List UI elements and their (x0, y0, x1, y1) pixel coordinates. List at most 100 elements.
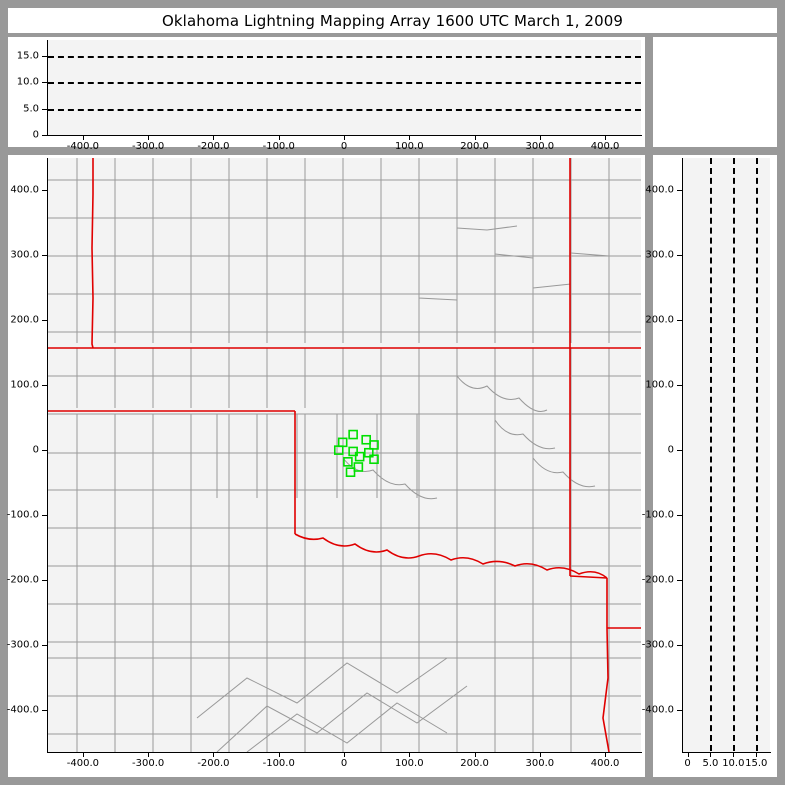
right-y-tick (677, 255, 682, 257)
map-y-tick (42, 644, 47, 646)
lma-source-markers (333, 429, 379, 478)
top-x-tick-label: 100.0 (394, 141, 424, 152)
top-y-axis-line (47, 40, 48, 136)
right-y-tick-label: -100.0 (641, 509, 674, 521)
map-y-tick (42, 320, 47, 322)
right-x-tick (687, 752, 689, 757)
map-x-tick (539, 752, 541, 757)
right-y-tick (677, 579, 682, 581)
page-title: Oklahoma Lightning Mapping Array 1600 UT… (161, 11, 623, 30)
right-y-tick-label: 400.0 (645, 184, 674, 196)
right-x-tick-label: 15.0 (745, 758, 768, 769)
map-x-tick (148, 752, 150, 757)
lma-source-marker (364, 447, 374, 458)
top-x-tick (278, 135, 280, 140)
map-y-tick (42, 579, 47, 581)
lma-source-marker (361, 434, 371, 445)
top-plot-area (47, 40, 641, 135)
right-y-tick (677, 320, 682, 322)
right-y-tick (677, 709, 682, 711)
right-y-tick-label: 100.0 (645, 379, 674, 391)
right-x-tick-label: 0 (684, 758, 691, 769)
right-plot-area (682, 158, 770, 752)
top-x-tick-label: -300.0 (132, 141, 165, 152)
blank-corner-panel (653, 37, 777, 147)
right-y-tick (677, 190, 682, 192)
top-y-tick-label: 15.0 (16, 50, 39, 62)
map-y-tick (42, 515, 47, 517)
top-y-tick-label: 10.0 (16, 76, 39, 88)
top-x-tick (148, 135, 150, 140)
panel-plan-view-map[interactable]: -400.0 -300.0 -200.0 -100.0 0 100.0 200.0 300.0… (6, 155, 645, 777)
lma-source-marker (354, 451, 365, 462)
top-x-tick-label: 300.0 (525, 141, 555, 152)
lma-source-marker (343, 457, 353, 467)
top-y-tick (42, 55, 47, 57)
map-x-tick-label: -100.0 (262, 758, 295, 769)
right-y-tick-label: -400.0 (641, 704, 674, 716)
map-plot-area[interactable] (47, 158, 641, 752)
top-x-tick (474, 135, 476, 140)
lma-source-marker (369, 454, 379, 465)
map-x-tick (82, 752, 84, 757)
top-x-tick (213, 135, 215, 140)
right-y-tick (677, 515, 682, 517)
top-gridline (48, 82, 641, 85)
map-x-tick-label: 400.0 (590, 758, 620, 769)
map-y-tick-label: 200.0 (10, 314, 39, 326)
map-y-tick-label: -100.0 (6, 509, 39, 521)
top-x-tick (539, 135, 541, 140)
right-gridline (710, 158, 713, 751)
county-borders (47, 158, 641, 752)
top-x-tick-label: -400.0 (66, 141, 100, 152)
top-y-tick-label: 0 (32, 129, 39, 141)
map-x-tick (344, 752, 345, 757)
right-x-axis-line (682, 752, 771, 753)
map-y-tick-label: -200.0 (6, 574, 39, 586)
top-y-tick (42, 108, 47, 110)
lma-source-marker (369, 440, 379, 450)
top-x-tick-label: 200.0 (460, 141, 489, 152)
top-x-tick-label: 400.0 (590, 141, 620, 152)
right-x-tick (733, 752, 735, 757)
map-x-tick-label: 0 (340, 758, 348, 769)
map-x-tick (605, 752, 607, 757)
top-y-tick-label: 5.0 (23, 103, 39, 115)
lma-source-marker (348, 429, 358, 440)
map-y-tick-label: -300.0 (6, 639, 39, 651)
top-x-tick (409, 135, 411, 140)
map-x-tick-label: 200.0 (460, 758, 489, 769)
right-y-tick-label: 200.0 (645, 314, 674, 326)
top-gridline (48, 108, 641, 111)
top-x-tick (82, 135, 84, 140)
right-y-tick (677, 385, 682, 387)
right-x-tick-label: 10.0 (722, 758, 745, 769)
right-y-tick-label: -300.0 (641, 639, 674, 651)
map-x-tick (213, 752, 215, 757)
map-x-tick-label: -400.0 (66, 758, 100, 769)
right-y-tick-label: 0 (667, 444, 674, 456)
right-y-tick-label: 300.0 (645, 249, 674, 261)
right-y-tick (677, 450, 682, 452)
top-gridline (48, 55, 641, 58)
panel-altitude-vs-north-south: 0 5.0 10.0 15.0 -400.0 -300.0 -200.0 -100.0 0 100… (642, 155, 777, 777)
lma-source-marker (353, 462, 364, 472)
top-x-tick (344, 135, 345, 140)
map-x-tick (409, 752, 411, 757)
lma-source-marker (333, 445, 344, 455)
map-y-tick-label: -400.0 (6, 704, 39, 716)
map-y-tick-label: 300.0 (10, 249, 39, 261)
map-y-tick-label: 400.0 (10, 184, 39, 196)
map-y-tick (42, 709, 47, 711)
map-y-tick (42, 450, 47, 452)
map-x-tick (278, 752, 280, 757)
right-gridline (756, 158, 759, 751)
right-y-tick (677, 644, 682, 646)
map-y-tick (42, 190, 47, 192)
map-x-tick-label: 100.0 (394, 758, 424, 769)
map-y-tick (42, 255, 47, 257)
map-x-tick (474, 752, 476, 757)
lma-source-marker (345, 467, 356, 478)
right-x-tick (756, 752, 758, 757)
